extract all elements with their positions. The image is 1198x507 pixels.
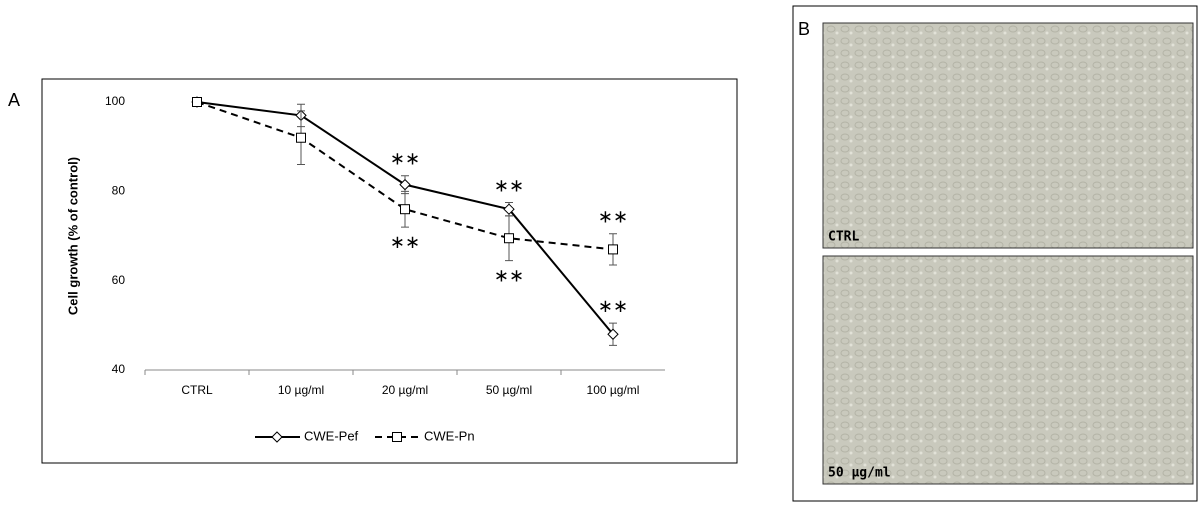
micrograph bbox=[822, 255, 1194, 485]
micrograph bbox=[822, 22, 1194, 249]
marker bbox=[504, 233, 514, 244]
marker bbox=[192, 97, 202, 107]
chart-frame bbox=[41, 78, 738, 464]
legend-marker bbox=[271, 431, 283, 443]
marker bbox=[400, 204, 410, 215]
annotation: ∗∗ bbox=[598, 296, 628, 316]
y-tick-label: 100 bbox=[105, 94, 125, 108]
panel-label: B bbox=[798, 19, 810, 39]
series-line bbox=[196, 101, 614, 251]
x-tick-label: 20 µg/ml bbox=[382, 383, 428, 397]
marker bbox=[399, 178, 411, 191]
legend-label: CWE-Pn bbox=[424, 428, 475, 443]
annotation: ∗∗ bbox=[494, 175, 524, 195]
legend-label: CWE-Pef bbox=[304, 428, 359, 443]
x-tick-label: 10 µg/ml bbox=[278, 383, 324, 397]
marker bbox=[608, 244, 618, 255]
annotation: ∗∗ bbox=[390, 148, 420, 168]
marker bbox=[503, 203, 515, 215]
y-axis-label: Cell growth (% of control) bbox=[65, 157, 80, 315]
annotation: ∗∗ bbox=[598, 207, 628, 227]
x-tick-label: CTRL bbox=[181, 383, 213, 397]
annotation: ∗∗ bbox=[494, 265, 524, 285]
image-label: CTRL bbox=[828, 230, 859, 245]
y-tick-label: 40 bbox=[112, 362, 126, 376]
legend-marker bbox=[392, 432, 402, 442]
marker bbox=[296, 132, 306, 143]
panel-label: A bbox=[8, 90, 20, 110]
annotation: ∗∗ bbox=[390, 232, 420, 252]
x-tick-label: 100 µg/ml bbox=[587, 383, 640, 397]
marker bbox=[607, 328, 619, 340]
panel-frame bbox=[792, 5, 1198, 502]
x-tick-label: 50 µg/ml bbox=[486, 383, 532, 397]
y-tick-label: 80 bbox=[112, 184, 126, 198]
image-label: 50 µg/ml bbox=[828, 466, 891, 481]
y-tick-label: 60 bbox=[112, 273, 126, 287]
